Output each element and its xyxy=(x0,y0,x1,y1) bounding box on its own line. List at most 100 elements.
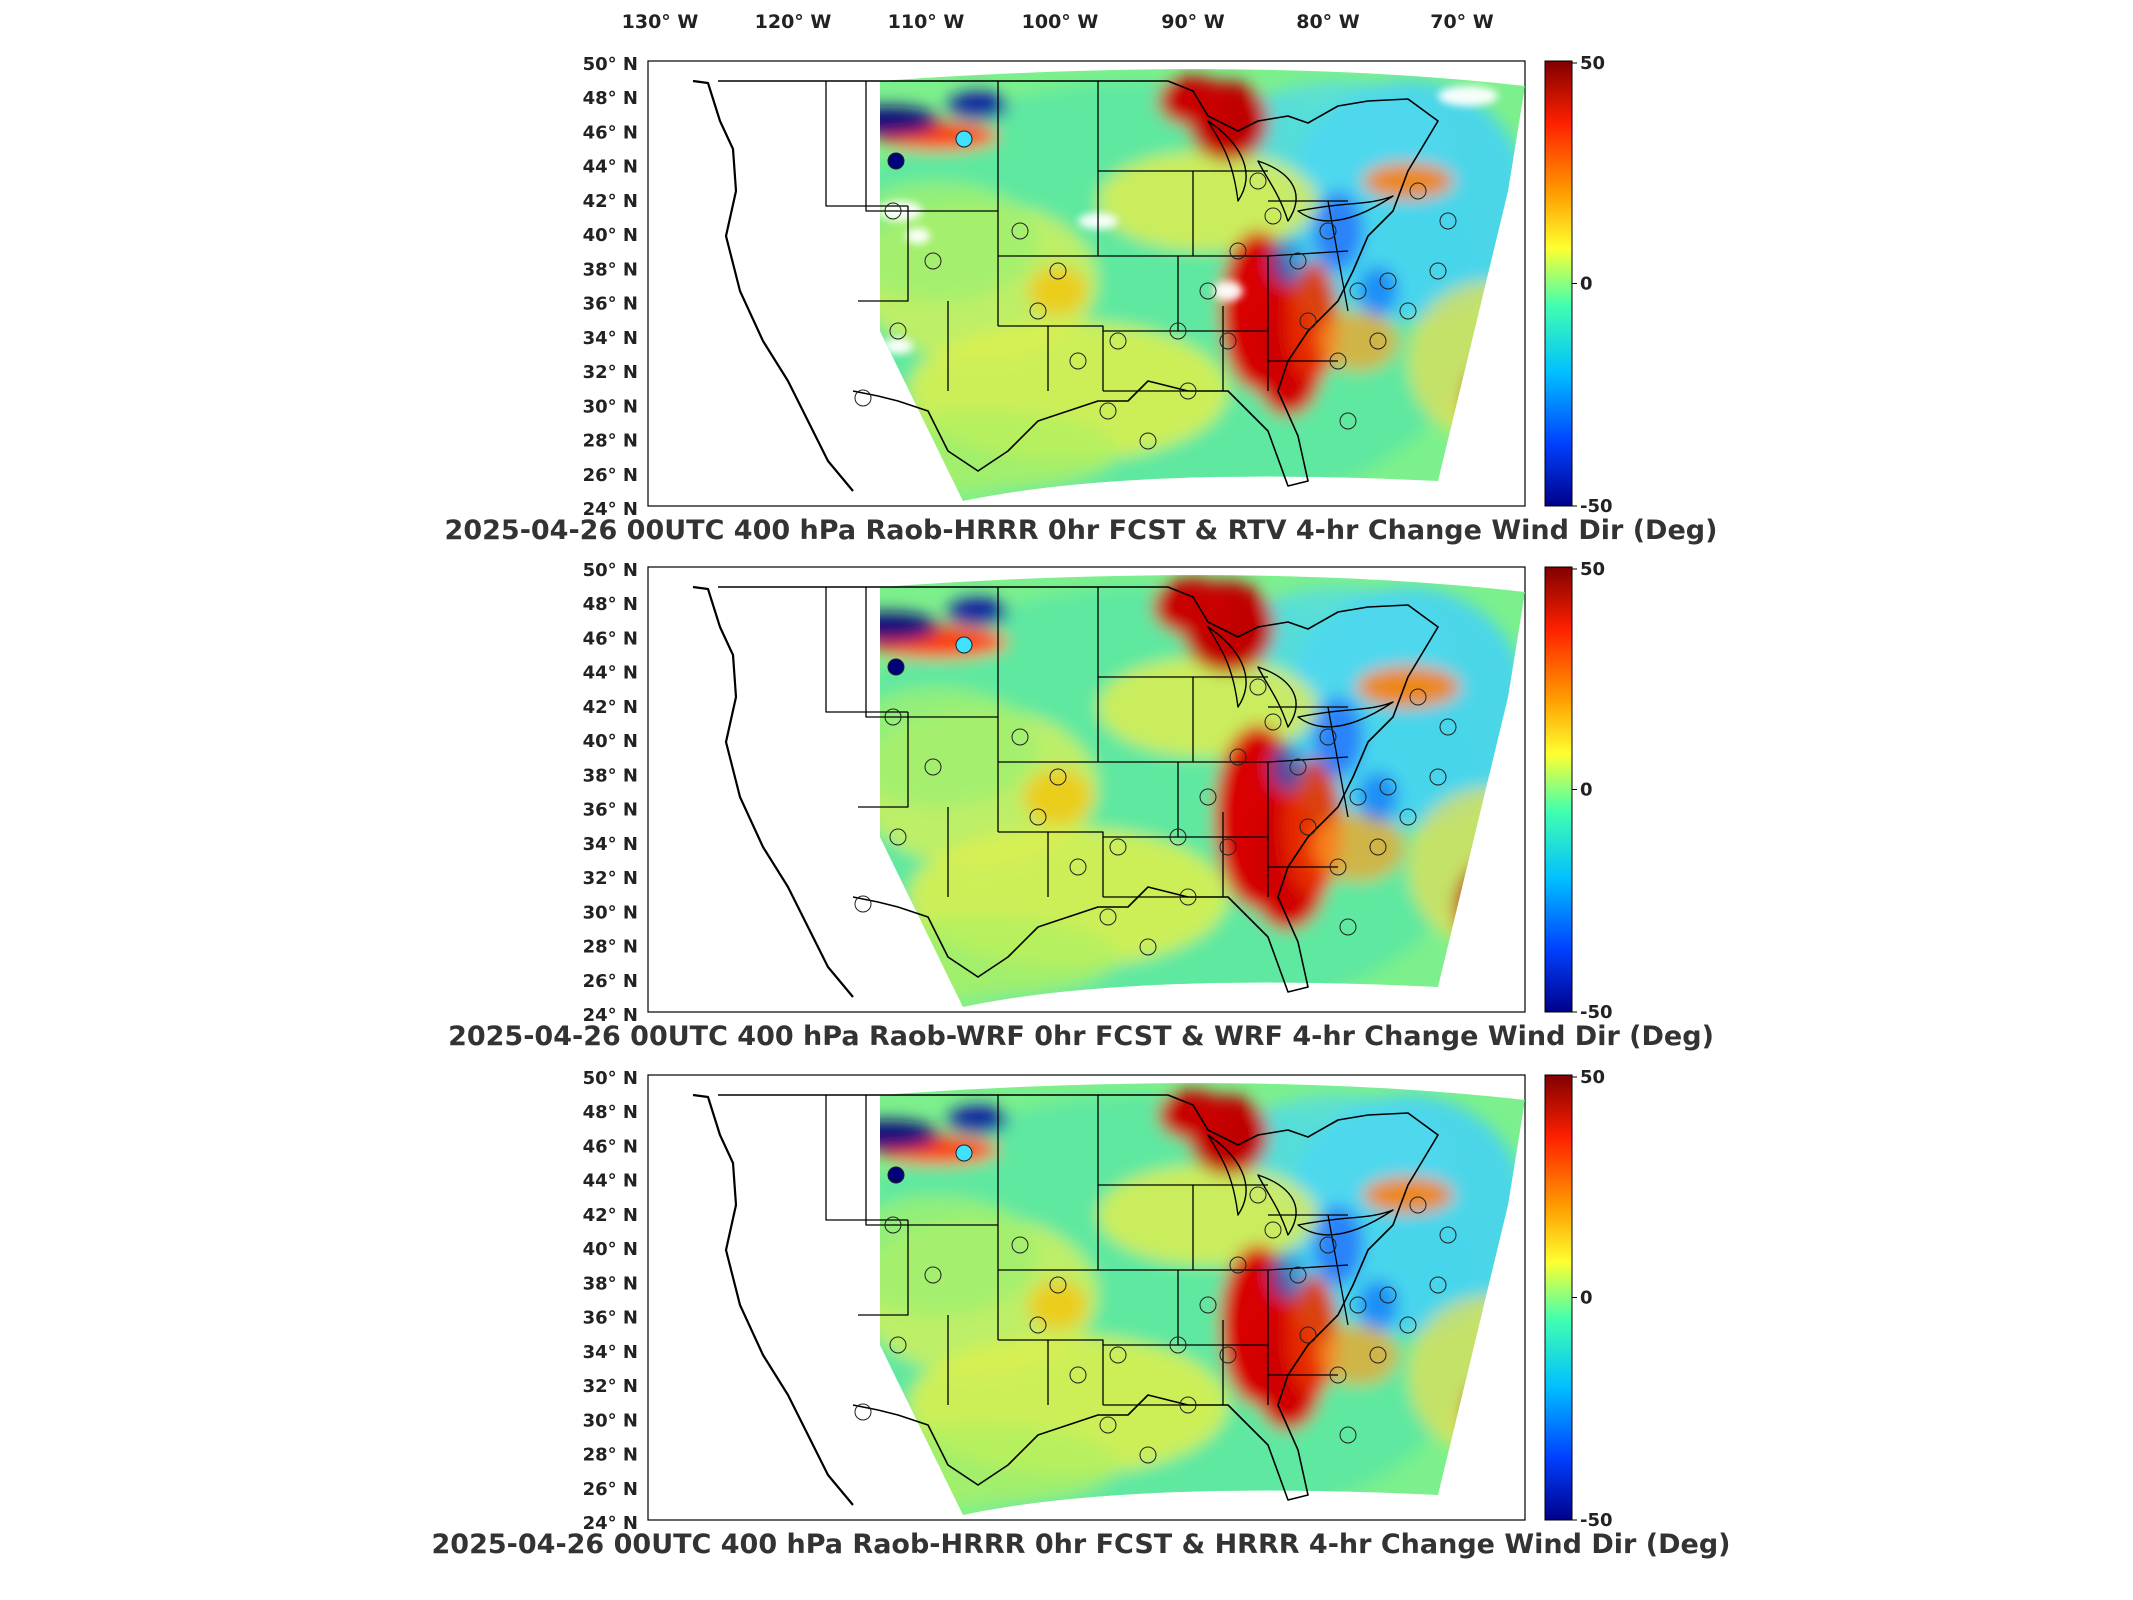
lat-label: 30° N xyxy=(583,396,638,417)
lon-label-100w: 100° W xyxy=(1022,11,1099,33)
raob-station-marker xyxy=(1069,1366,1087,1384)
raob-station-marker xyxy=(854,389,872,407)
raob-station-marker xyxy=(1249,678,1267,696)
lat-label: 48° N xyxy=(583,88,638,109)
west-coast-path xyxy=(692,1093,854,1506)
raob-station-marker xyxy=(1199,282,1217,300)
state-border xyxy=(825,1095,908,1221)
raob-station-marker xyxy=(1349,1296,1367,1314)
raob-station-marker xyxy=(1429,262,1447,280)
state-border xyxy=(1098,1269,1179,1346)
lat-label: 42° N xyxy=(583,191,638,212)
raob-station-marker xyxy=(1339,1426,1357,1444)
lat-label: 46° N xyxy=(583,628,638,649)
raob-station-marker xyxy=(887,152,905,170)
state-border xyxy=(1327,706,1349,818)
lat-label: 26° N xyxy=(583,971,638,992)
raob-station-marker xyxy=(1199,788,1217,806)
lat-label: 50° N xyxy=(583,54,638,75)
raob-station-marker xyxy=(1369,838,1387,856)
lat-label: 38° N xyxy=(583,259,638,280)
field-blob xyxy=(1363,1177,1453,1213)
field-blob xyxy=(1098,1165,1318,1265)
field-blob xyxy=(1313,1205,1363,1285)
field-blob xyxy=(1358,1280,1398,1330)
raob-station-marker xyxy=(1139,938,1157,956)
lat-label: 48° N xyxy=(583,594,638,615)
raob-station-marker xyxy=(1029,1316,1047,1334)
raob-station-marker xyxy=(1109,332,1127,350)
wind-direction-field xyxy=(880,575,1525,1007)
field-blob xyxy=(880,106,938,136)
colorbar-tick-label: -50 xyxy=(1580,1510,1613,1531)
lat-label: 24° N xyxy=(583,1005,638,1026)
raob-station-marker xyxy=(1011,728,1029,746)
state-border xyxy=(1267,250,1349,257)
raob-station-marker xyxy=(1264,713,1282,731)
state-border xyxy=(1098,761,1179,838)
raob-station-marker xyxy=(884,708,902,726)
raob-station-marker xyxy=(1011,1236,1029,1254)
colorbar-tick-label: -50 xyxy=(1580,496,1613,517)
raob-station-marker xyxy=(854,895,872,913)
raob-station-marker xyxy=(1179,1396,1197,1414)
latitude-labels: 50° N 48° N 46° N 44° N 42° N 40° N 38° N 36° N… xyxy=(583,1068,638,1534)
lon-label-80w: 80° W xyxy=(1296,11,1360,33)
raob-station-marker xyxy=(1299,818,1317,836)
missing-data-patch xyxy=(1438,86,1498,106)
lat-label: 30° N xyxy=(583,902,638,923)
field-blob xyxy=(880,1120,938,1150)
colorbar-tick-label: 50 xyxy=(1580,53,1605,74)
state-border xyxy=(858,206,909,302)
raob-station-marker xyxy=(1349,788,1367,806)
raob-station-marker xyxy=(1049,262,1067,280)
lat-label: 30° N xyxy=(583,1410,638,1431)
field-blob xyxy=(948,598,1008,626)
lon-label-110w: 110° W xyxy=(888,11,965,33)
colorbar-tick-label: 0 xyxy=(1580,780,1593,801)
raob-station-marker xyxy=(1109,1346,1127,1364)
raob-station-marker xyxy=(1319,728,1337,746)
field-blob xyxy=(1270,236,1306,286)
raob-stations xyxy=(854,130,1457,450)
field-blob xyxy=(948,92,1008,120)
great-lakes xyxy=(1207,120,1394,222)
colorbar-gradient xyxy=(1544,1074,1573,1521)
raob-station-marker xyxy=(1099,1416,1117,1434)
raob-station-marker xyxy=(955,130,973,148)
raob-station-marker xyxy=(889,828,907,846)
raob-station-marker xyxy=(1229,748,1247,766)
raob-station-marker xyxy=(1289,1266,1307,1284)
lat-label: 28° N xyxy=(583,937,638,958)
map-panels: 50° N 48° N 46° N 44° N 42° N 40° N 38° N 36° N… xyxy=(432,53,1731,1560)
west-coast-path xyxy=(692,585,854,998)
field-blob xyxy=(1358,266,1398,316)
raob-station-marker xyxy=(1319,222,1337,240)
lat-label: 40° N xyxy=(583,1239,638,1260)
field-blob xyxy=(1270,742,1306,792)
field-blob xyxy=(1270,1250,1306,1300)
us-outline xyxy=(692,585,1439,998)
lat-label: 28° N xyxy=(583,431,638,452)
raob-station-marker xyxy=(1229,1256,1247,1274)
lat-label: 40° N xyxy=(583,731,638,752)
map-panel-1: 50° N 48° N 46° N 44° N 42° N 40° N 38° N 36° N… xyxy=(445,53,1718,546)
state-border xyxy=(825,587,908,713)
raob-stations xyxy=(854,636,1457,956)
lat-label: 42° N xyxy=(583,1205,638,1226)
raob-station-marker xyxy=(924,1266,942,1284)
us-outline xyxy=(692,1093,1439,1506)
colorbar-tick-label: 0 xyxy=(1580,1288,1593,1309)
raob-station-marker xyxy=(1229,242,1247,260)
state-border xyxy=(998,1339,1104,1405)
raob-station-marker xyxy=(1409,1196,1427,1214)
state-border xyxy=(1267,756,1349,763)
missing-data-patch xyxy=(906,228,930,244)
great-lakes xyxy=(1207,626,1394,728)
raob-station-marker xyxy=(1219,332,1237,350)
colorbar-tick-label: 50 xyxy=(1580,559,1605,580)
raob-station-marker xyxy=(955,1144,973,1162)
lon-label-130w: 130° W xyxy=(622,11,699,33)
lon-label-70w: 70° W xyxy=(1430,11,1494,33)
raob-stations xyxy=(854,1144,1457,1464)
